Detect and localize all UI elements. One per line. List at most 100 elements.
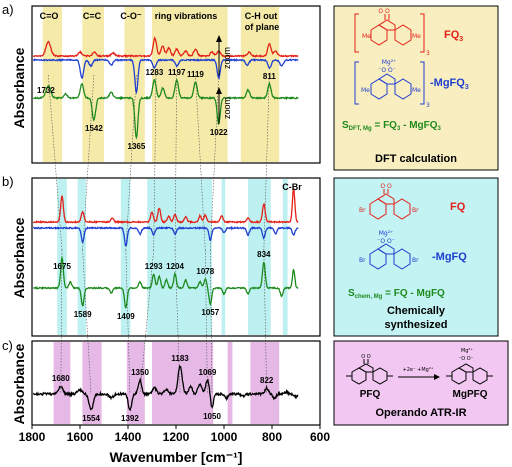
legend-a-fq-molecule bbox=[354, 13, 425, 53]
series-black-p2 bbox=[32, 364, 299, 412]
band-p1-1 bbox=[77, 179, 86, 335]
panel-b-frame bbox=[31, 177, 321, 337]
peak-label-p2-6: 1050 bbox=[203, 412, 221, 421]
peak-label-p0-0: 1732 bbox=[37, 86, 55, 95]
mgfq-mg-ion: Mg²⁺ bbox=[382, 59, 397, 66]
series-blue-p0 bbox=[33, 57, 299, 95]
bmgfq-oxygen-label: ⁻O O⁻ bbox=[377, 238, 395, 245]
peak-label-p1-1: 1589 bbox=[74, 310, 92, 319]
band-label-co-minus: C-O⁻ bbox=[120, 11, 141, 21]
peak-label-p0-5: 1119 bbox=[187, 70, 204, 79]
band-p2-5 bbox=[250, 342, 280, 424]
band-label-ch-1: C-H out bbox=[245, 11, 278, 21]
tie-line-7-bc bbox=[263, 249, 268, 395]
legend-b-equation: Schem, Mg = FQ - MgFQ bbox=[348, 288, 445, 300]
spectra-curves bbox=[32, 36, 299, 412]
x-tick-label-0: 1800 bbox=[19, 430, 46, 444]
peak-label-p1-7: 834 bbox=[257, 250, 271, 259]
x-tick-label-1: 1600 bbox=[67, 430, 94, 444]
panel-b-ylabel: Absorbance bbox=[11, 217, 27, 298]
bfq-br-right: Br bbox=[412, 207, 419, 214]
peak-label-p1-3: 1293 bbox=[145, 262, 163, 271]
fq-ring-center bbox=[378, 19, 396, 31]
x-tick-label-5: 800 bbox=[262, 430, 282, 444]
fq-oxygen-label: O O bbox=[378, 8, 390, 15]
tie-line-5-bc bbox=[204, 249, 208, 395]
x-axis-ticks: 1800 1600 1400 1200 1000 800 600 bbox=[19, 425, 330, 444]
pfq-oxygen-label: O O bbox=[361, 354, 371, 360]
x-tick-label-6: 600 bbox=[310, 430, 330, 444]
fq-ring-right bbox=[394, 24, 412, 46]
legend-a-fq-label: FQ3 bbox=[444, 29, 463, 43]
legend-b-caption-1: Chemically bbox=[387, 305, 446, 317]
fq-me-right: Me bbox=[412, 33, 421, 40]
peak-label-p2-1: 1554 bbox=[82, 414, 100, 423]
zoom-label-2: zoom bbox=[222, 97, 232, 119]
fq-bracket-left bbox=[354, 13, 359, 53]
mgpfq-mg-ion: Mg²⁺ bbox=[461, 348, 473, 354]
legend-b-fq-molecule bbox=[369, 189, 411, 220]
legend-a-mgfq-label: -MgFQ3 bbox=[430, 77, 469, 91]
mgpfq-ring-right bbox=[472, 367, 488, 385]
mgfq-n-sub: 3 bbox=[426, 102, 430, 109]
series-green-p1 bbox=[32, 255, 299, 309]
peak-label-p0-2: 1365 bbox=[128, 142, 146, 151]
bfq-ring-center bbox=[377, 193, 395, 205]
bmgfq-mg-ion: Mg²⁺ bbox=[379, 230, 394, 237]
panel-a-ylabel: Absorbance bbox=[11, 47, 27, 128]
bfq-oxygen-label: O O bbox=[380, 183, 392, 190]
tie-line-1-bc bbox=[82, 249, 92, 395]
peak-label-p0-3: 1283 bbox=[146, 68, 164, 77]
fq-n-sub: 3 bbox=[426, 50, 430, 57]
bmgfq-br-left: Br bbox=[359, 257, 366, 264]
tie-line-0-bc bbox=[60, 249, 63, 395]
peak-label-p1-0: 1675 bbox=[53, 262, 71, 271]
peak-label-p1-5: 1078 bbox=[196, 267, 214, 276]
peak-label-p2-4: 1183 bbox=[171, 354, 189, 363]
peak-label-p0-6: 1022 bbox=[210, 128, 228, 137]
mgfq-ring-right bbox=[394, 78, 412, 100]
reaction-arrow-label: +2e⁻ +Mg²⁺ bbox=[403, 367, 434, 373]
peak-label-p2-7: 822 bbox=[260, 376, 274, 385]
band-p2-1 bbox=[82, 342, 102, 424]
band-p0-0 bbox=[42, 7, 62, 162]
panel-a-band-labels: C=O C=C C-O⁻ ring vibrations C-H out of … bbox=[40, 11, 280, 32]
band-label-cc: C=C bbox=[83, 11, 102, 21]
peak-label-p2-5: 1069 bbox=[199, 368, 217, 377]
band-p1-2 bbox=[120, 179, 131, 335]
zoom-arrows: zoom zoom bbox=[216, 35, 232, 124]
peak-label-p2-2: 1392 bbox=[121, 414, 139, 423]
legend-a-equation: SDFT, Mg = FQ3 - MgFQ3 bbox=[342, 120, 442, 132]
zoom-label-1: zoom bbox=[222, 47, 232, 69]
band-label-cbr: C-Br bbox=[282, 182, 302, 192]
mgfq-oxygen-label: ⁻O O⁻ bbox=[378, 67, 396, 74]
bmgfq-ring-center bbox=[377, 243, 395, 255]
legend-c-caption: Operando ATR-IR bbox=[375, 407, 466, 419]
x-tick-label-4: 1000 bbox=[211, 430, 238, 444]
band-p0-2 bbox=[124, 7, 145, 162]
zoom-arrow-1-head bbox=[216, 35, 222, 42]
mgfq-bracket-left bbox=[354, 61, 359, 105]
legend-c-mgpfq-molecule bbox=[446, 363, 493, 385]
band-p1-6 bbox=[282, 179, 288, 335]
band-p1-5 bbox=[248, 179, 271, 335]
bmgfq-ring-right bbox=[393, 248, 411, 270]
pfq-ring-center bbox=[357, 363, 374, 373]
fq-me-left: Me bbox=[362, 33, 371, 40]
mgpfq-oxygen-label: ⁻O O⁻ bbox=[459, 356, 474, 362]
pfq-ring-right bbox=[372, 367, 388, 385]
bfq-ring-right bbox=[393, 198, 411, 220]
mgfq-me-right: Me bbox=[412, 87, 421, 94]
panel-c-tag: c) bbox=[2, 338, 13, 353]
legend-b-mgfq-label: -MgFQ bbox=[432, 251, 467, 263]
legend-b-fq-label: FQ bbox=[450, 201, 466, 213]
legend-a-mgfq-molecule bbox=[354, 61, 425, 105]
series-red-p1 bbox=[33, 186, 299, 225]
x-tick-label-3: 1200 bbox=[163, 430, 190, 444]
band-p0-4 bbox=[240, 7, 280, 162]
legend-c-mgpfq-label: MgPFQ bbox=[453, 389, 488, 400]
band-p2-0 bbox=[53, 342, 71, 424]
band-p2-4 bbox=[227, 342, 233, 424]
peak-label-p2-0: 1680 bbox=[52, 374, 70, 383]
